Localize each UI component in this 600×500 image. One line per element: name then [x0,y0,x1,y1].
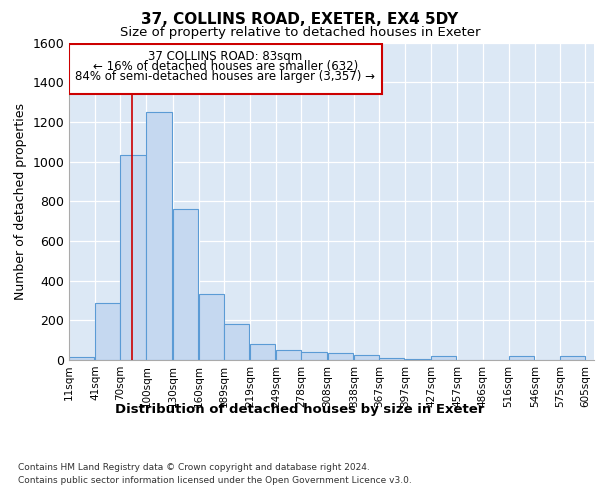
Text: 37 COLLINS ROAD: 83sqm: 37 COLLINS ROAD: 83sqm [148,50,302,64]
Bar [354,355,379,360]
Bar [276,350,301,360]
Text: 84% of semi-detached houses are larger (3,357) →: 84% of semi-detached houses are larger (… [75,70,375,84]
Bar [69,44,382,94]
Bar [379,358,404,360]
Bar [224,324,249,360]
Text: Contains public sector information licensed under the Open Government Licence v3: Contains public sector information licen… [18,476,412,485]
Bar [95,304,121,360]
Bar [328,353,353,360]
Bar [560,356,585,360]
Bar [146,112,172,360]
Bar [405,359,430,360]
Text: Distribution of detached houses by size in Exeter: Distribution of detached houses by size … [115,402,485,415]
Text: 37, COLLINS ROAD, EXETER, EX4 5DY: 37, COLLINS ROAD, EXETER, EX4 5DY [142,12,458,28]
Y-axis label: Number of detached properties: Number of detached properties [14,103,27,300]
Text: Size of property relative to detached houses in Exeter: Size of property relative to detached ho… [120,26,480,39]
Bar [509,356,534,360]
Text: ← 16% of detached houses are smaller (632): ← 16% of detached houses are smaller (63… [92,60,358,74]
Bar [121,154,146,360]
Bar [69,357,94,360]
Bar [199,294,224,360]
Bar [301,352,327,360]
Text: Contains HM Land Registry data © Crown copyright and database right 2024.: Contains HM Land Registry data © Crown c… [18,462,370,471]
Bar [173,209,198,360]
Bar [250,344,275,360]
Bar [431,356,457,360]
